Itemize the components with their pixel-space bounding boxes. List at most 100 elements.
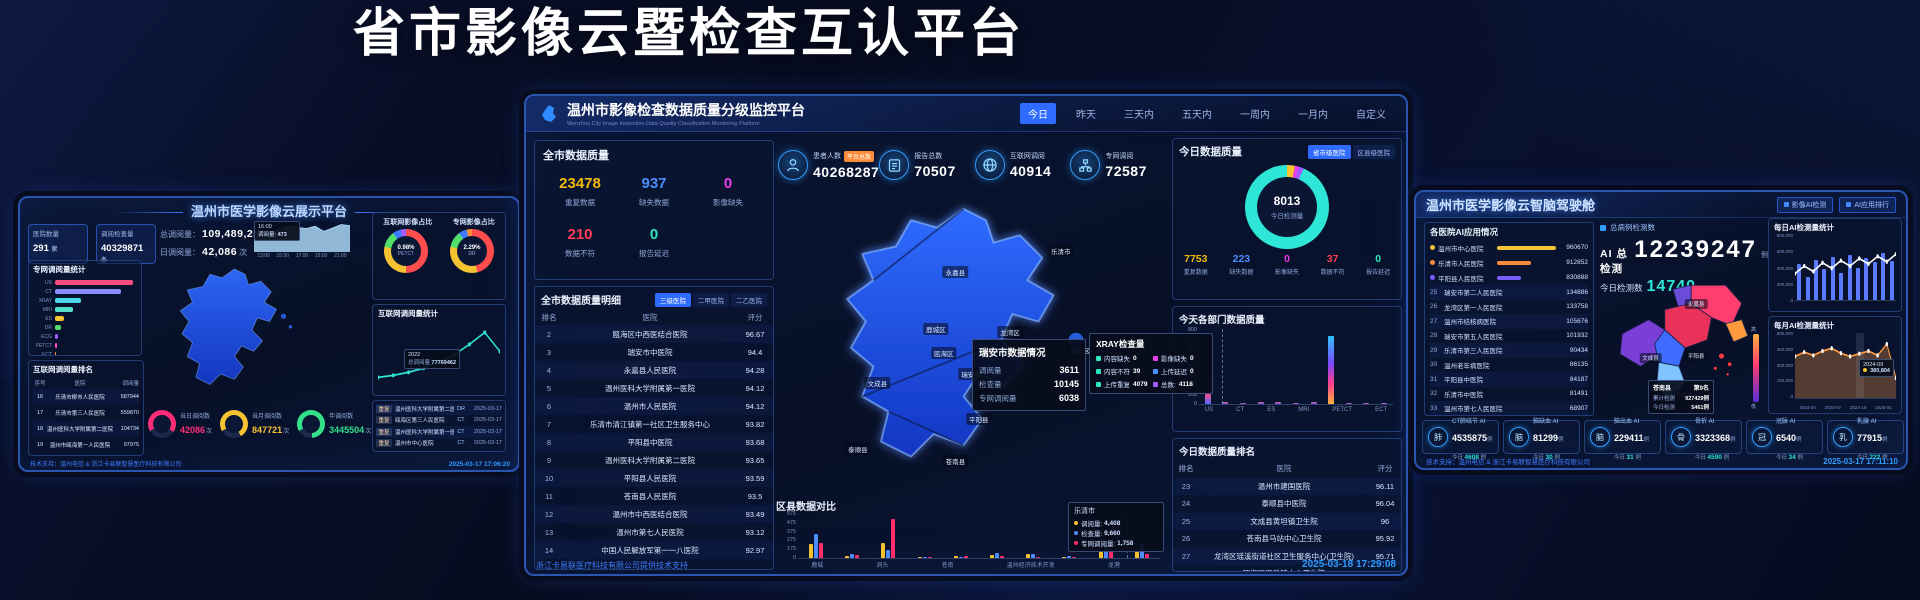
monthly-tooltip: 2024-09 380,804 bbox=[1859, 359, 1894, 377]
y-tick: 0 bbox=[1790, 298, 1793, 303]
department-quality-title: 今天各部门数据质量 bbox=[1179, 315, 1265, 326]
quality-stat: 0 报告延迟 bbox=[1366, 253, 1391, 276]
stat-card: 调阅检查量 40329871 条 bbox=[96, 224, 156, 264]
area-chart-tooltip: 16:00 调阅量: 473 bbox=[254, 221, 300, 241]
person-icon bbox=[778, 150, 808, 180]
table-row: 26 龙湾区第一人民医院 133758 bbox=[1430, 303, 1588, 312]
total-cases-label: 总病例检测数 bbox=[1610, 223, 1655, 232]
col-header: 医院 bbox=[74, 381, 86, 387]
hospital-level-tab[interactable]: 二甲医院 bbox=[693, 292, 729, 307]
stat-card-value: 291 家 bbox=[33, 243, 58, 254]
left-totals: 总调阅量：109,489,250 次 日调阅量：42,086次 bbox=[160, 228, 276, 264]
right-header: 温州市医学影像云智脑驾驶舱 影像AI检测 AI应用排行 bbox=[1416, 192, 1906, 218]
modality-label: US bbox=[45, 279, 52, 286]
district-label: 平阳县 bbox=[966, 413, 992, 425]
right-title: 温州市医学影像云智脑驾驶舱 bbox=[1426, 198, 1596, 213]
col-header: 医院 bbox=[642, 313, 658, 322]
y-tick: 0 bbox=[792, 554, 796, 561]
district-label: 平阳县 bbox=[1684, 350, 1708, 361]
private-share-donut: 2.29% DR bbox=[450, 229, 494, 273]
hospital-level-tab[interactable]: 三级医院 bbox=[655, 292, 691, 307]
time-tab[interactable]: 一月内 bbox=[1298, 110, 1328, 121]
area-chart-x-axis: 13:00 15:00 17:00 19:00 21:00 bbox=[254, 253, 350, 259]
right-timestamp: 2025-03-17 17:11:10 bbox=[1823, 457, 1898, 466]
x-tick: 15:00 bbox=[276, 253, 290, 259]
daily-ai-chart: 每日AI检测量统计 800,000 600,000 400,000 200,000 0 bbox=[1768, 218, 1902, 312]
time-tab[interactable]: 三天内 bbox=[1124, 110, 1154, 121]
modality-bar bbox=[55, 334, 59, 339]
anomaly-row: 重复 温州市中心医院 CT 2025-03-17 bbox=[376, 438, 502, 450]
today-detect-label: 今日检测数 bbox=[1600, 283, 1643, 293]
total-label: 日调阅量： bbox=[160, 247, 200, 257]
anomaly-row: 重复 温州医科大学附属第二医院 DR 2025-03-17 bbox=[376, 403, 502, 415]
ai-stat-card: 乳 乳腺 AI 77915例 今日 222 例 bbox=[1827, 419, 1904, 461]
y-axis: 800,000 600,000 400,000 200,000 0 bbox=[1771, 233, 1793, 303]
left-footer-credit: 技术支持：温州电信 & 浙江卡易联智慧医疗科技有限公司 bbox=[30, 462, 182, 468]
x-tick: 洞头 bbox=[876, 563, 889, 569]
col-header: 评分 bbox=[747, 313, 763, 322]
header-button[interactable]: 影像AI检测 bbox=[1776, 196, 1834, 213]
district-label: 苍南县 bbox=[942, 455, 969, 467]
center-footer-credit: 浙江卡易联医疗科技有限公司提供技术支持 bbox=[536, 561, 688, 570]
modality-bar-row: XRAY bbox=[33, 296, 137, 305]
y-tick: 800,000 bbox=[1776, 233, 1793, 238]
time-tab[interactable]: 一周内 bbox=[1240, 110, 1270, 121]
hospital-scope-tab[interactable]: 省市级医院 bbox=[1308, 144, 1351, 159]
table-row: 24 泰顺县中医院 96.04 bbox=[1181, 499, 1395, 509]
hospital-scope-tab[interactable]: 区县级医院 bbox=[1352, 144, 1395, 159]
table-row: 30 温州老年病医院 86135 bbox=[1430, 361, 1588, 370]
stat-card-label: 调阅检查量 bbox=[101, 231, 134, 238]
image-share-panel: 互联网影像占比 专网影像占比 0.98% PETCT 2.29% DR bbox=[372, 212, 506, 300]
x-tick: ECT bbox=[1375, 407, 1388, 413]
citywide-quality-panel: 全市数据质量 23478 重复数据 937 缺失数据 bbox=[534, 140, 774, 280]
ai-stat-card: 骨 骨折 AI 3323368例 今日 4590 例 bbox=[1665, 419, 1742, 461]
ai-top-row: 乐清市人民医院 912852 bbox=[1430, 255, 1588, 270]
y-tick: 175 bbox=[786, 546, 796, 553]
ai-top-row: 温州市中心医院 960670 bbox=[1430, 240, 1588, 255]
network-icon bbox=[1070, 150, 1101, 180]
today-quality-donut: 8013 今日检测量 bbox=[1245, 165, 1329, 249]
modality-label: XRAY bbox=[38, 297, 52, 304]
header-button[interactable]: AI应用排行 bbox=[1839, 196, 1896, 213]
x-tick: 19:00 bbox=[314, 253, 328, 259]
time-tab[interactable]: 五天内 bbox=[1182, 110, 1212, 121]
x-tick: PETCT bbox=[1332, 407, 1353, 413]
time-tab[interactable]: 今日 bbox=[1020, 103, 1056, 124]
table-row: 25 瑞安市第二人民医院 134886 bbox=[1430, 285, 1588, 300]
time-tab[interactable]: 昨天 bbox=[1076, 110, 1096, 121]
ai-top-rows: 温州市中心医院 960670 乐清市人民医院 912852 平阳县人民医院 bbox=[1430, 240, 1588, 285]
total-label: 总调阅量： bbox=[160, 229, 200, 239]
modality-bar bbox=[55, 343, 58, 348]
private-net-retrieval-kpi: 专网调阅 72587 bbox=[1070, 138, 1166, 192]
modality-bar-row: ECT bbox=[33, 350, 137, 355]
anomaly-list: 重复 温州医科大学附属第二医院 DR 2025-03-17 重复 瓯海区第三人民… bbox=[372, 400, 506, 452]
ai-top-row: 平阳县人民医院 830888 bbox=[1430, 270, 1588, 285]
today-ranking-panel: 今日数据质量排名 排名 医院 评分 23 温州市建国医院 96.11 bbox=[1172, 438, 1402, 572]
y-tick: 200,000 bbox=[1776, 281, 1793, 287]
modality-bar bbox=[55, 280, 133, 285]
internet-trend-panel: 互联网调阅量统计 2022 总调阅量 77769462 bbox=[372, 304, 506, 396]
quality-stat: 937 缺失数据 bbox=[639, 175, 669, 207]
button-icon bbox=[1846, 202, 1852, 207]
y-tick: 400,000 bbox=[1776, 265, 1793, 271]
ai-usage-panel: 各医院AI应用情况 温州市中心医院 960670 乐清市人民医院 91 bbox=[1424, 222, 1594, 416]
ai-stat-card: 肺 CT肺结节 AI 4535875例 今日 4608 例 bbox=[1422, 419, 1499, 461]
modality-bar-row: CT bbox=[33, 287, 137, 296]
ai-organ-icon: 肺 bbox=[1428, 427, 1448, 447]
modality-bar-row: DR bbox=[33, 323, 137, 332]
y-tick: 600,000 bbox=[1776, 331, 1793, 336]
district-compare-chart: 区县数据对比 575 475 375 275 175 0 鹿城 洞头 苍南 温州经济技术开发 龙港… bbox=[776, 498, 1164, 578]
xray-stat: 上传重复 4079 bbox=[1096, 379, 1149, 389]
x-tick: ES bbox=[1267, 407, 1276, 413]
top-kpi-row: 患者人数 平台总数 40268287 报告总数 70507 bbox=[778, 138, 1166, 192]
ai-stat-cards: 肺 CT肺结节 AI 4535875例 今日 4608 例 脑 脑缺血 AI 8… bbox=[1422, 419, 1904, 461]
internet-ranking-title: 互联网调阅量排名 bbox=[33, 365, 93, 374]
time-tab[interactable]: 自定义 bbox=[1356, 110, 1386, 121]
cangnan-tooltip: 苍南县 第9名 累计检测 927429例 今日检测 5461例 bbox=[1648, 380, 1714, 414]
monthly-ai-chart: 每月AI检测量统计 600,000 450,000 300,000 150,000 0 … bbox=[1768, 316, 1902, 414]
y-tick: 300,000 bbox=[1776, 362, 1793, 368]
district-compare-title: 区县数据对比 bbox=[776, 502, 836, 513]
internet-retrieval-kpi: 互联网调阅 40914 bbox=[974, 138, 1071, 192]
anomaly-row: 重复 瓯海区第三人民医院 CT 2025-03-17 bbox=[376, 415, 502, 427]
hospital-level-tab[interactable]: 二乙医院 bbox=[731, 292, 767, 307]
